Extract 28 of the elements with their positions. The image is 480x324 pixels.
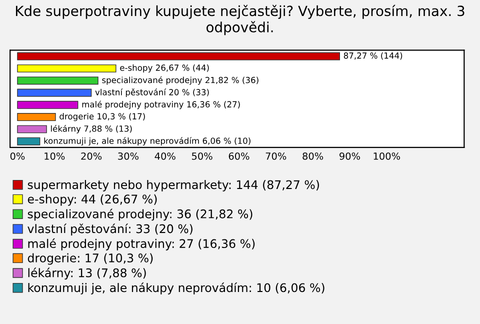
data-label: lékárny 7,88 % (13) [51,124,132,134]
data-label: specializované prodejny 21,82 % (36) [102,76,258,85]
legend-label: drogerie: 17 (10,3 %) [28,253,153,265]
chart-title: Kde superpotraviny kupujete nejčastěji? Vyberte, prosím, max. 3 odpovědi. [16,4,464,36]
x-tick-label: 20% [81,152,102,160]
data-label: drogerie 10,3 % (17) [60,113,145,122]
x-tick-label: 30% [118,152,138,160]
data-label: e-shopy 26,67 % (44) [120,64,209,72]
legend-label: konzumuji je, ale nákupy neprovádím: 10 (6,06 %) [28,282,324,294]
x-tick-label: 100% [374,152,400,160]
x-tick-label: 40% [154,152,176,160]
x-tick-label: 80% [302,152,324,160]
legend-label: lékárny: 13 (7,88 %) [28,268,146,280]
legend-label: specializované prodejny: 36 (21,82 %) [28,208,252,221]
x-tick-label: 0% [10,152,25,160]
data-label: konzumuji je, ale nákupy neprovádím 6,06 % (10) [44,137,250,146]
legend-label: vlastní pěstování: 33 (20 %) [28,224,192,236]
x-tick-label: 90% [340,152,360,160]
x-tick-label: 50% [192,152,212,160]
x-tick-label: 60% [228,152,250,160]
legend-label: supermarkety nebo hypermarkety: 144 (87,27 %) [28,180,319,192]
data-label: vlastní pěstování 20 % (33) [95,88,209,97]
legend-label: e-shopy: 44 (26,67 %) [28,194,157,206]
legend-label: malé prodejny potraviny: 27 (16,36 %) [28,238,255,250]
data-label: malé prodejny potraviny 16,36 % (27) [82,100,240,110]
x-tick-label: 10% [44,152,65,160]
x-tick-label: 70% [266,152,286,160]
data-label: 87,27 % (144) [344,52,402,60]
